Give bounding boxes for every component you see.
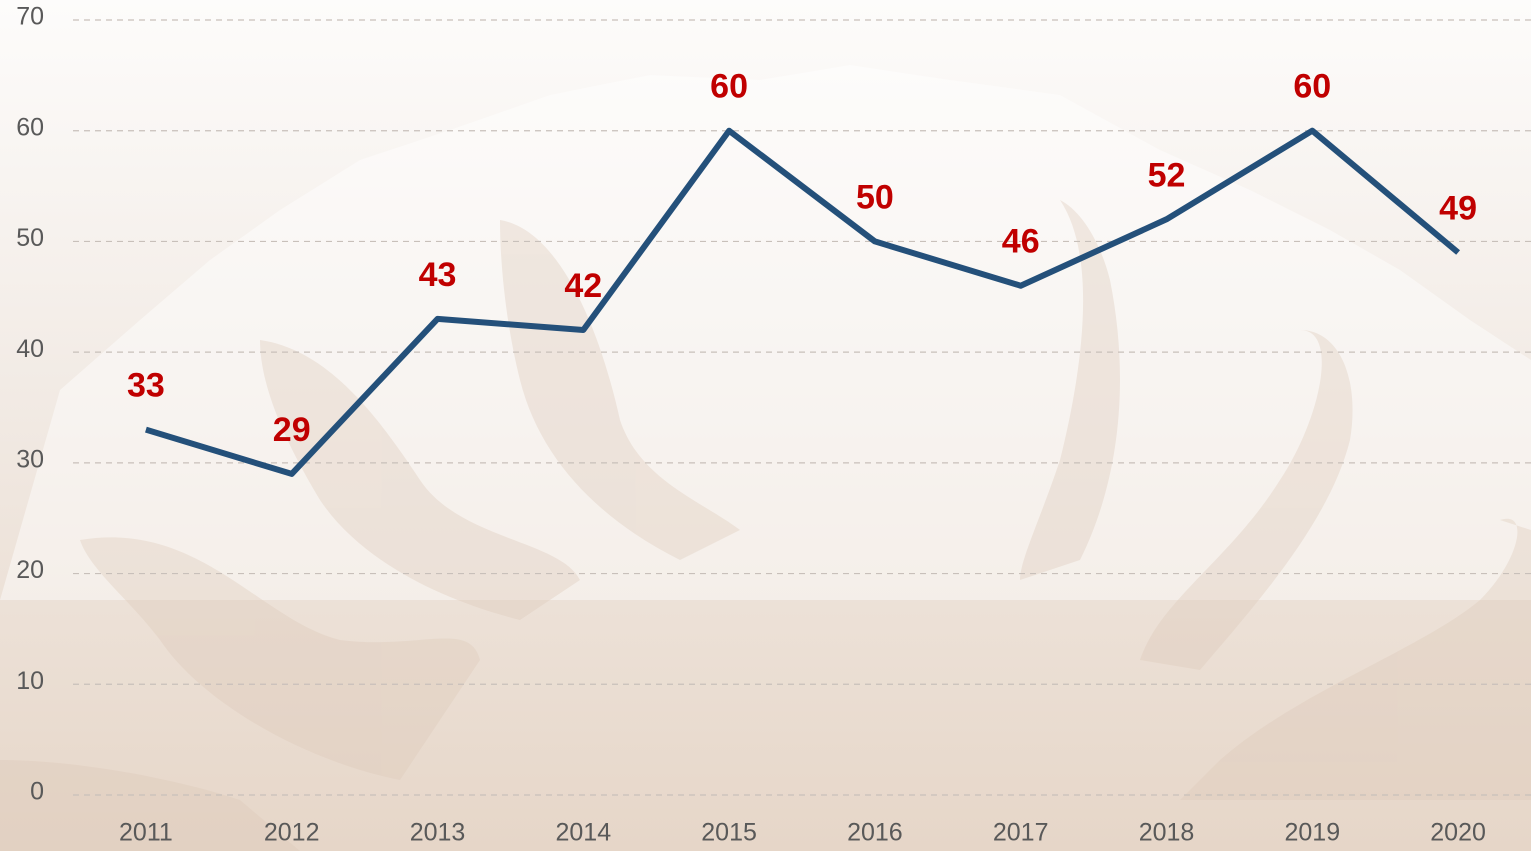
y-tick-label: 60: [16, 113, 44, 141]
y-tick-label: 40: [16, 335, 44, 363]
x-tick-label: 2014: [555, 819, 611, 847]
y-tick-label: 0: [30, 778, 44, 806]
x-tick-label: 2019: [1284, 819, 1340, 847]
x-tick-label: 2018: [1139, 819, 1195, 847]
y-tick-label: 70: [16, 3, 44, 31]
data-label: 50: [856, 178, 894, 216]
data-label: 52: [1148, 156, 1186, 194]
y-tick-label: 30: [16, 445, 44, 473]
x-tick-label: 2013: [410, 819, 466, 847]
x-tick-label: 2011: [119, 819, 173, 847]
x-tick-label: 2016: [847, 819, 903, 847]
data-label: 43: [419, 256, 457, 294]
x-tick-label: 2015: [701, 819, 757, 847]
x-tick-label: 2020: [1430, 819, 1486, 847]
y-tick-label: 10: [16, 667, 44, 695]
decoration: [0, 200, 1531, 851]
x-tick-label: 2012: [264, 819, 320, 847]
data-label: 33: [127, 367, 165, 405]
data-label: 29: [273, 411, 311, 449]
data-label: 49: [1439, 189, 1477, 227]
data-label: 60: [1293, 68, 1331, 106]
x-tick-label: 2017: [993, 819, 1049, 847]
y-tick-label: 50: [16, 224, 44, 252]
line: [145, 127, 1461, 477]
data-label: 60: [710, 68, 748, 106]
y-tick-label: 20: [16, 556, 44, 584]
data-label: 42: [564, 267, 602, 305]
data-label: 46: [1002, 223, 1040, 261]
decoration: [0, 65, 1531, 600]
